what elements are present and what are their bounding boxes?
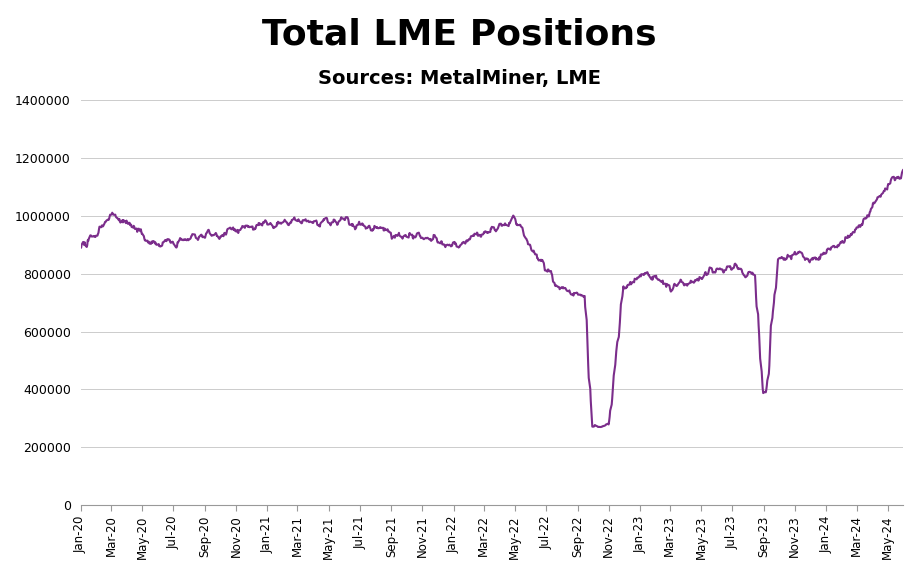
Text: Sources: MetalMiner, LME: Sources: MetalMiner, LME xyxy=(318,69,600,88)
Text: Total LME Positions: Total LME Positions xyxy=(262,17,656,51)
